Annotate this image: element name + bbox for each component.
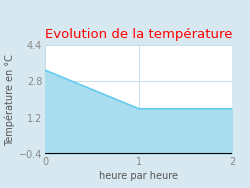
- Y-axis label: Température en °C: Température en °C: [4, 54, 15, 146]
- Title: Evolution de la température: Evolution de la température: [45, 28, 232, 41]
- X-axis label: heure par heure: heure par heure: [99, 171, 178, 181]
